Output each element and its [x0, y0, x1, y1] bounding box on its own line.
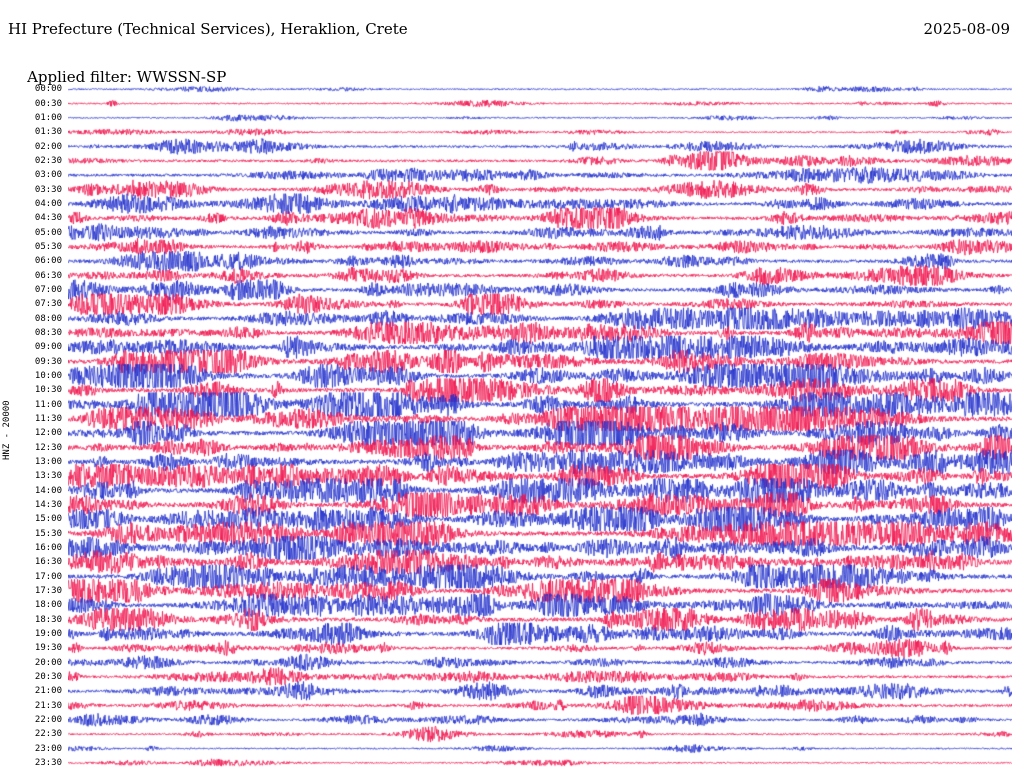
time-label: 02:00	[34, 141, 62, 152]
time-label: 20:30	[34, 671, 62, 682]
seismogram-canvas	[68, 82, 1012, 770]
time-label: 20:00	[34, 657, 62, 668]
time-label: 12:00	[34, 428, 62, 439]
time-label: 16:30	[34, 557, 62, 568]
time-label: 19:00	[34, 628, 62, 639]
time-label: 18:00	[34, 600, 62, 611]
time-label: 15:00	[34, 514, 62, 525]
page-title: HI Prefecture (Technical Services), Hera…	[8, 20, 408, 38]
time-label: 07:30	[34, 299, 62, 310]
time-label: 23:30	[34, 757, 62, 768]
time-label: 09:30	[34, 356, 62, 367]
time-label: 03:30	[34, 184, 62, 195]
time-label: 02:30	[34, 155, 62, 166]
time-label: 11:00	[34, 399, 62, 410]
time-label: 03:00	[34, 170, 62, 181]
time-label: 18:30	[34, 614, 62, 625]
applied-filter-label: Applied filter: WWSSN-SP	[27, 68, 227, 86]
time-label: 17:00	[34, 571, 62, 582]
time-label: 23:00	[34, 743, 62, 754]
header: HI Prefecture (Technical Services), Hera…	[8, 20, 1010, 38]
time-label: 10:30	[34, 385, 62, 396]
time-label: 00:30	[34, 98, 62, 109]
time-label: 04:30	[34, 213, 62, 224]
time-label: 06:00	[34, 256, 62, 267]
time-label: 22:00	[34, 714, 62, 725]
time-label: 11:30	[34, 413, 62, 424]
time-label: 00:00	[34, 84, 62, 95]
time-label: 21:00	[34, 686, 62, 697]
time-label: 17:30	[34, 585, 62, 596]
time-label: 14:00	[34, 485, 62, 496]
time-labels: 00:00 00:30 01:00 01:30 02:00 02:30 03:00 03:30…	[0, 82, 64, 770]
time-label: 04:00	[34, 198, 62, 209]
time-label: 05:30	[34, 241, 62, 252]
time-label: 13:30	[34, 471, 62, 482]
date-label: 2025-08-09	[923, 20, 1010, 38]
time-label: 09:00	[34, 342, 62, 353]
time-label: 08:30	[34, 327, 62, 338]
time-label: 06:30	[34, 270, 62, 281]
time-label: 21:30	[34, 700, 62, 711]
filter-row: Applied filter: WWSSN-SP	[8, 50, 226, 104]
time-label: 14:30	[34, 499, 62, 510]
time-label: 08:00	[34, 313, 62, 324]
time-label: 01:00	[34, 112, 62, 123]
time-label: 12:30	[34, 442, 62, 453]
time-label: 10:00	[34, 370, 62, 381]
time-label: 13:00	[34, 456, 62, 467]
time-label: 22:30	[34, 729, 62, 740]
time-label: 05:00	[34, 227, 62, 238]
time-label: 01:30	[34, 127, 62, 138]
time-label: 07:00	[34, 284, 62, 295]
time-label: 15:30	[34, 528, 62, 539]
time-label: 16:00	[34, 542, 62, 553]
time-label: 19:30	[34, 643, 62, 654]
